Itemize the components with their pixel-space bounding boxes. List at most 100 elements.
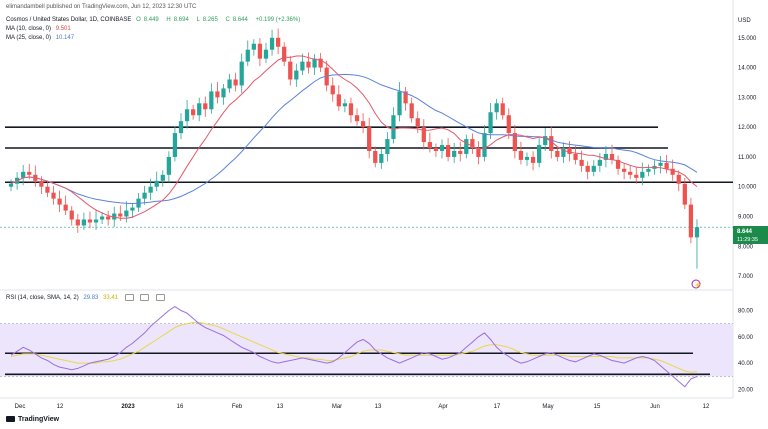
- candle-body[interactable]: [69, 210, 74, 220]
- more-icon[interactable]: [156, 294, 166, 301]
- candle-body[interactable]: [543, 136, 548, 146]
- rsi-legend[interactable]: RSI (14, close, SMA, 14, 2) 29.83 33.41: [6, 294, 168, 302]
- candle-body[interactable]: [427, 142, 433, 148]
- candle-body[interactable]: [360, 121, 366, 128]
- candle-body[interactable]: [336, 94, 341, 107]
- candle-body[interactable]: [524, 156, 530, 160]
- candle-body[interactable]: [215, 91, 220, 98]
- candle-body[interactable]: [178, 121, 184, 134]
- candle-body[interactable]: [263, 49, 269, 59]
- candle-body[interactable]: [63, 204, 68, 211]
- candle-body[interactable]: [172, 133, 178, 157]
- candle-body[interactable]: [209, 91, 214, 110]
- candle-body[interactable]: [348, 103, 354, 116]
- candle-body[interactable]: [391, 115, 396, 140]
- candle-body[interactable]: [579, 159, 584, 166]
- candle-body[interactable]: [518, 150, 524, 160]
- candle-body[interactable]: [439, 145, 445, 151]
- candle-body[interactable]: [245, 49, 250, 62]
- candle-body[interactable]: [203, 103, 208, 110]
- candle-body[interactable]: [148, 186, 153, 193]
- candle-body[interactable]: [106, 216, 111, 220]
- candle-body[interactable]: [342, 103, 348, 107]
- candle-body[interactable]: [500, 103, 505, 116]
- candle-body[interactable]: [257, 43, 263, 59]
- ma25-legend[interactable]: MA (25, close, 0) 10.147: [6, 34, 77, 42]
- candle-body[interactable]: [415, 118, 420, 128]
- candle-body[interactable]: [306, 61, 311, 68]
- candle-body[interactable]: [51, 192, 56, 199]
- candle-body[interactable]: [573, 153, 578, 160]
- candle-body[interactable]: [93, 219, 99, 223]
- candle-body[interactable]: [197, 103, 202, 116]
- candle-body[interactable]: [646, 168, 651, 172]
- candle-body[interactable]: [537, 145, 542, 163]
- candle-body[interactable]: [494, 103, 499, 113]
- candle-body[interactable]: [670, 168, 675, 175]
- candle-body[interactable]: [621, 168, 627, 172]
- candle-body[interactable]: [445, 145, 451, 157]
- candle-body[interactable]: [567, 148, 572, 154]
- candle-body[interactable]: [452, 150, 457, 157]
- candle-body[interactable]: [597, 159, 602, 166]
- candle-body[interactable]: [312, 58, 317, 68]
- candle-body[interactable]: [476, 148, 481, 157]
- candle-body[interactable]: [233, 79, 238, 86]
- candle-body[interactable]: [318, 58, 323, 68]
- candle-body[interactable]: [385, 139, 390, 154]
- candle-body[interactable]: [191, 109, 196, 116]
- candle-body[interactable]: [555, 150, 560, 157]
- candle-body[interactable]: [676, 174, 681, 184]
- candle-body[interactable]: [409, 103, 414, 119]
- candle-body[interactable]: [664, 162, 669, 169]
- candle-body[interactable]: [112, 213, 117, 220]
- candle-body[interactable]: [160, 174, 165, 181]
- candle-body[interactable]: [282, 46, 287, 62]
- candle-body[interactable]: [45, 186, 50, 193]
- candle-body[interactable]: [609, 153, 615, 160]
- candle-body[interactable]: [130, 207, 135, 211]
- candle-body[interactable]: [615, 159, 621, 169]
- event-icon[interactable]: [691, 279, 701, 289]
- candle-body[interactable]: [488, 112, 493, 134]
- candle-body[interactable]: [561, 148, 566, 157]
- candle-body[interactable]: [591, 165, 596, 172]
- candle-body[interactable]: [379, 153, 384, 163]
- candle-body[interactable]: [75, 219, 80, 226]
- candle-body[interactable]: [373, 150, 378, 163]
- candle-body[interactable]: [354, 115, 360, 122]
- symbol-title[interactable]: Cosmos / United States Dollar, 1D, COINB…: [6, 17, 132, 23]
- candle-body[interactable]: [603, 153, 609, 160]
- ma10-legend[interactable]: MA (10, close, 0) 9.501: [6, 25, 74, 33]
- candle-body[interactable]: [628, 171, 633, 175]
- settings-icon[interactable]: [140, 294, 150, 301]
- candle-body[interactable]: [239, 61, 244, 86]
- candle-body[interactable]: [694, 227, 700, 238]
- candle-body[interactable]: [658, 162, 663, 166]
- candle-body[interactable]: [8, 183, 14, 187]
- candle-body[interactable]: [57, 198, 62, 205]
- candle-body[interactable]: [464, 139, 469, 154]
- candle-body[interactable]: [300, 61, 305, 71]
- candle-body[interactable]: [458, 150, 463, 154]
- candle-body[interactable]: [251, 43, 256, 50]
- candle-body[interactable]: [81, 219, 87, 226]
- candle-body[interactable]: [688, 204, 694, 238]
- candle-body[interactable]: [640, 171, 645, 178]
- candle-body[interactable]: [221, 88, 226, 98]
- candle-body[interactable]: [269, 37, 275, 50]
- candle-body[interactable]: [118, 213, 123, 217]
- candle-body[interactable]: [166, 156, 171, 175]
- candle-body[interactable]: [549, 136, 554, 151]
- candle-body[interactable]: [367, 127, 372, 151]
- candle-body[interactable]: [275, 37, 281, 47]
- candle-body[interactable]: [403, 91, 408, 104]
- candle-body[interactable]: [99, 216, 105, 220]
- candle-body[interactable]: [39, 180, 44, 187]
- candle-body[interactable]: [184, 109, 190, 122]
- candle-body[interactable]: [154, 180, 159, 187]
- candle-body[interactable]: [682, 183, 687, 205]
- candle-body[interactable]: [227, 79, 232, 89]
- candle-body[interactable]: [124, 210, 129, 217]
